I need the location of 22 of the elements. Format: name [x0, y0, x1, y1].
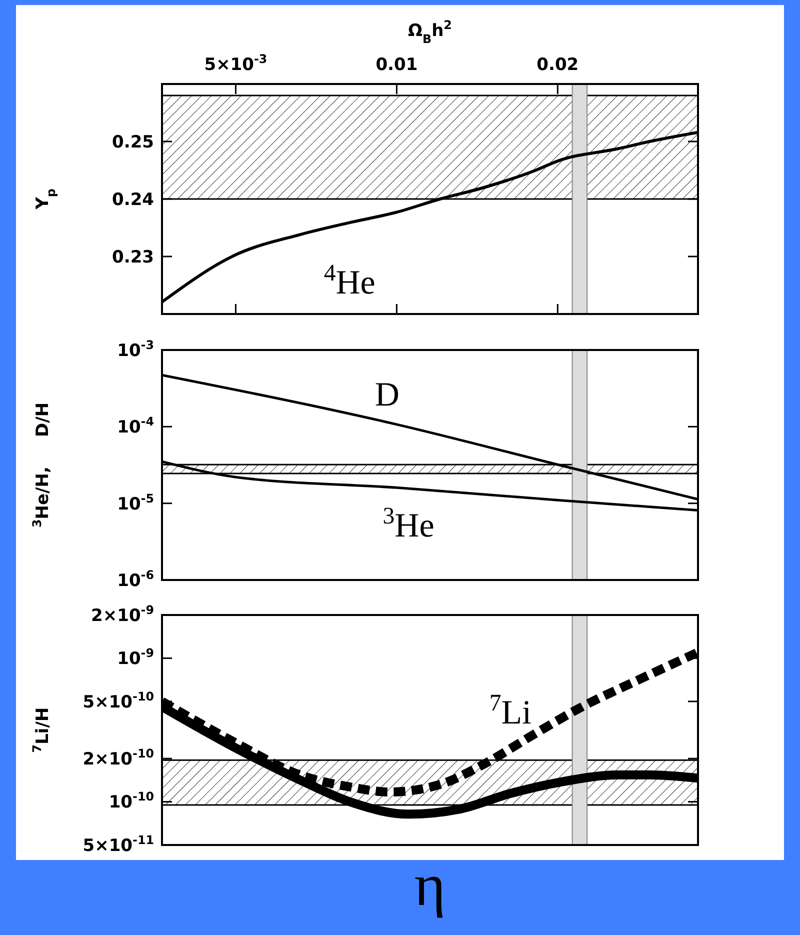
- y-tick-label: 5×10$^{-10}$: [82, 689, 154, 712]
- x-axis-title: η: [414, 852, 446, 918]
- y-tick-label: 10$^{-3}$: [117, 338, 154, 361]
- annotation: $^{7}$Li: [489, 690, 532, 732]
- y-tick-label: 10$^{-6}$: [117, 568, 154, 591]
- y-tick-label: 0.24: [112, 190, 154, 210]
- y-tick-label: 2×10$^{-9}$: [91, 602, 154, 626]
- x-tick-label: 5×10$^{-3}$: [204, 52, 268, 75]
- y-tick-label: 2×10$^{-10}$: [82, 746, 154, 770]
- y-tick-label: 10$^{-4}$: [117, 414, 154, 438]
- y-tick-label: 10$^{-10}$: [108, 790, 154, 813]
- y-tick-label: 10$^{-5}$: [117, 491, 154, 514]
- y-tick-label: 10$^{-9}$: [117, 646, 154, 670]
- y-tick-label: 0.23: [112, 247, 154, 268]
- annotation: $^{3}$He: [382, 504, 434, 545]
- x-tick-label: 0.02: [536, 55, 579, 75]
- y-tick-label: 5×10$^{-11}$: [82, 832, 154, 856]
- x-tick-label: 0.01: [376, 55, 418, 75]
- y-tick-label: 0.25: [112, 132, 154, 152]
- x-axis-title: Ω$_{B}$h$^{2}$: [408, 18, 452, 46]
- annotation: $^{4}$He: [324, 260, 376, 302]
- annotation: D: [374, 376, 400, 414]
